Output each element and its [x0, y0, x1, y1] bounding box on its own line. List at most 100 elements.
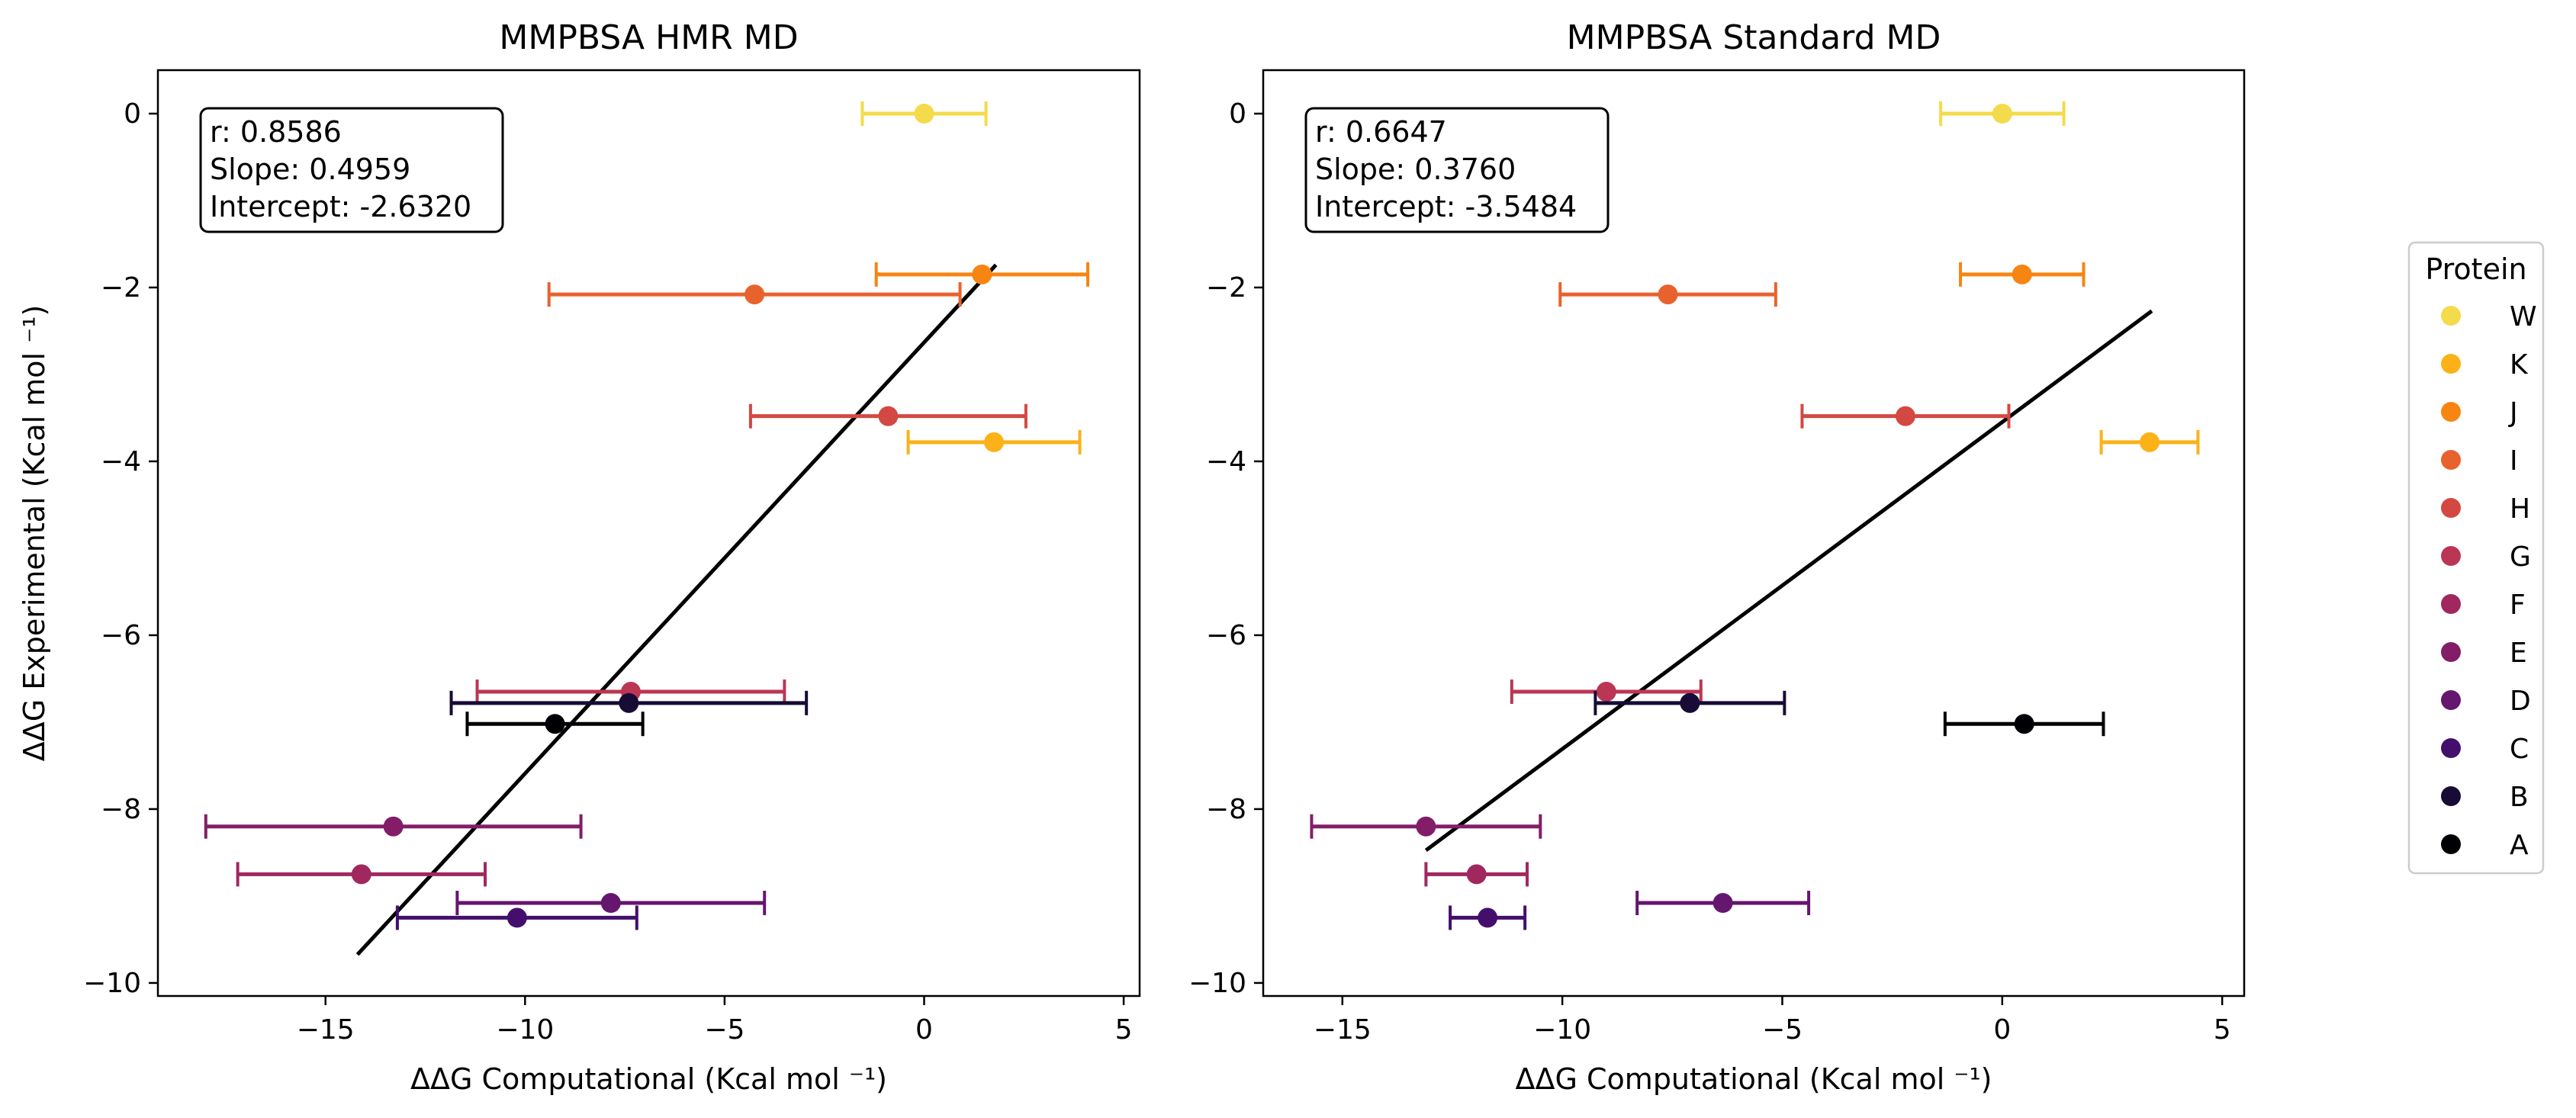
plot-frame	[1262, 69, 2246, 998]
y-tick-label: −4	[101, 446, 141, 477]
data-point-A	[465, 712, 645, 737]
data-point-G	[1510, 679, 1703, 705]
y-tick-label: −4	[1206, 446, 1246, 477]
y-tick-label: 0	[1229, 98, 1246, 130]
legend-label: B	[2510, 782, 2529, 813]
point-marker	[984, 432, 1005, 452]
legend-label: K	[2510, 349, 2529, 381]
point-marker	[1416, 816, 1436, 837]
legend-marker	[2441, 690, 2461, 710]
legend-label: C	[2510, 734, 2529, 765]
x-tick-label: −15	[1314, 1014, 1372, 1046]
y-axis-label: ΔΔG Experimental (Kcal mol ⁻¹)	[18, 305, 51, 762]
point-marker	[619, 692, 639, 713]
legend-marker	[2441, 738, 2461, 758]
legend-marker	[2441, 594, 2461, 614]
stats-box	[1304, 107, 1610, 233]
point-marker	[972, 264, 992, 284]
y-tick-label: −6	[1206, 620, 1246, 651]
point-marker	[2014, 714, 2034, 734]
legend-label: F	[2510, 590, 2526, 621]
data-point-E	[1310, 814, 1542, 839]
legend-item-K: K	[2441, 349, 2529, 381]
point-marker	[914, 103, 934, 124]
legend-marker	[2441, 786, 2461, 806]
legend-item-J: J	[2441, 397, 2518, 429]
chart-title: MMPBSA HMR MD	[499, 18, 798, 57]
data-point-C	[1449, 905, 1527, 930]
y-tick-label: −10	[1188, 968, 1246, 999]
plot-frame	[156, 69, 1141, 998]
point-marker	[2140, 432, 2160, 452]
legend-item-B: B	[2441, 782, 2529, 813]
x-tick-label: −5	[704, 1014, 744, 1046]
point-marker	[383, 816, 404, 837]
y-tick-label: −2	[101, 272, 141, 304]
legend-label: W	[2510, 301, 2537, 333]
legend-label: G	[2510, 541, 2531, 573]
legend-item-G: G	[2441, 541, 2531, 573]
fit-line	[1424, 309, 2153, 852]
stats-line: Intercept: -2.6320	[210, 190, 471, 223]
y-tick-label: −8	[1206, 794, 1246, 825]
data-point-A	[1943, 712, 2105, 737]
stats-line: r: 0.6647	[1315, 115, 1447, 149]
data-point-F	[1424, 862, 1529, 887]
point-marker	[1680, 692, 1700, 713]
stats-line: Slope: 0.3760	[1315, 153, 1516, 186]
x-tick-label: 0	[915, 1014, 933, 1046]
y-tick-label: −6	[101, 620, 141, 651]
legend-label: J	[2508, 397, 2518, 429]
stats-line: r: 0.8586	[210, 115, 342, 149]
x-tick-label: −15	[297, 1014, 355, 1046]
point-marker	[878, 406, 899, 426]
data-point-W	[860, 101, 988, 126]
data-point-J	[874, 262, 1089, 287]
legend-marker	[2441, 642, 2461, 662]
data-point-H	[748, 403, 1028, 429]
point-marker	[2012, 264, 2032, 284]
x-tick-label: 5	[1115, 1014, 1133, 1046]
legend-label: A	[2510, 830, 2529, 861]
legend-title: Protein	[2425, 252, 2526, 286]
legend-label: H	[2510, 493, 2530, 525]
legend-label: I	[2510, 445, 2518, 477]
data-point-D	[1635, 891, 1811, 916]
chart-title: MMPBSA Standard MD	[1567, 18, 1941, 57]
data-point-H	[1800, 403, 2011, 429]
y-tick-label: −8	[101, 794, 141, 825]
point-marker	[744, 284, 765, 305]
chart-standard-md: MMPBSA Standard MD −15 −10 −5 0 5 0 −2 −4 −6 −8 −10…	[1188, 18, 2246, 1096]
stats-line: Intercept: -3.5484	[1315, 190, 1577, 223]
legend-box	[2407, 241, 2545, 875]
data-point-B	[449, 690, 809, 715]
point-marker	[1713, 893, 1733, 914]
point-marker	[507, 908, 527, 928]
x-axis-label: ΔΔG Computational (Kcal mol ⁻¹)	[1516, 1062, 1992, 1096]
point-marker	[1992, 103, 2012, 124]
point-marker	[1466, 864, 1487, 885]
data-point-K	[906, 429, 1082, 455]
data-point-W	[1939, 101, 2066, 126]
x-tick-label: 0	[1993, 1014, 2011, 1046]
legend-label: D	[2510, 686, 2531, 717]
legend-marker	[2441, 354, 2461, 374]
x-tick-label: 5	[2214, 1014, 2231, 1046]
y-tick-label: −2	[1206, 272, 1246, 304]
legend-marker	[2441, 402, 2461, 422]
legend-item-H: H	[2441, 493, 2530, 525]
legend-item-W: W	[2441, 301, 2537, 333]
x-tick-label: −10	[1533, 1014, 1591, 1046]
stats-line: Slope: 0.4959	[210, 153, 410, 186]
x-axis-label: ΔΔG Computational (Kcal mol ⁻¹)	[410, 1062, 887, 1096]
point-marker	[1478, 908, 1498, 928]
data-point-C	[395, 905, 638, 930]
data-point-I	[547, 282, 962, 307]
data-point-D	[455, 891, 767, 916]
point-marker	[1596, 682, 1616, 702]
legend-item-C: C	[2441, 734, 2529, 765]
legend-item-I: I	[2441, 445, 2518, 477]
legend-marker	[2441, 450, 2461, 470]
